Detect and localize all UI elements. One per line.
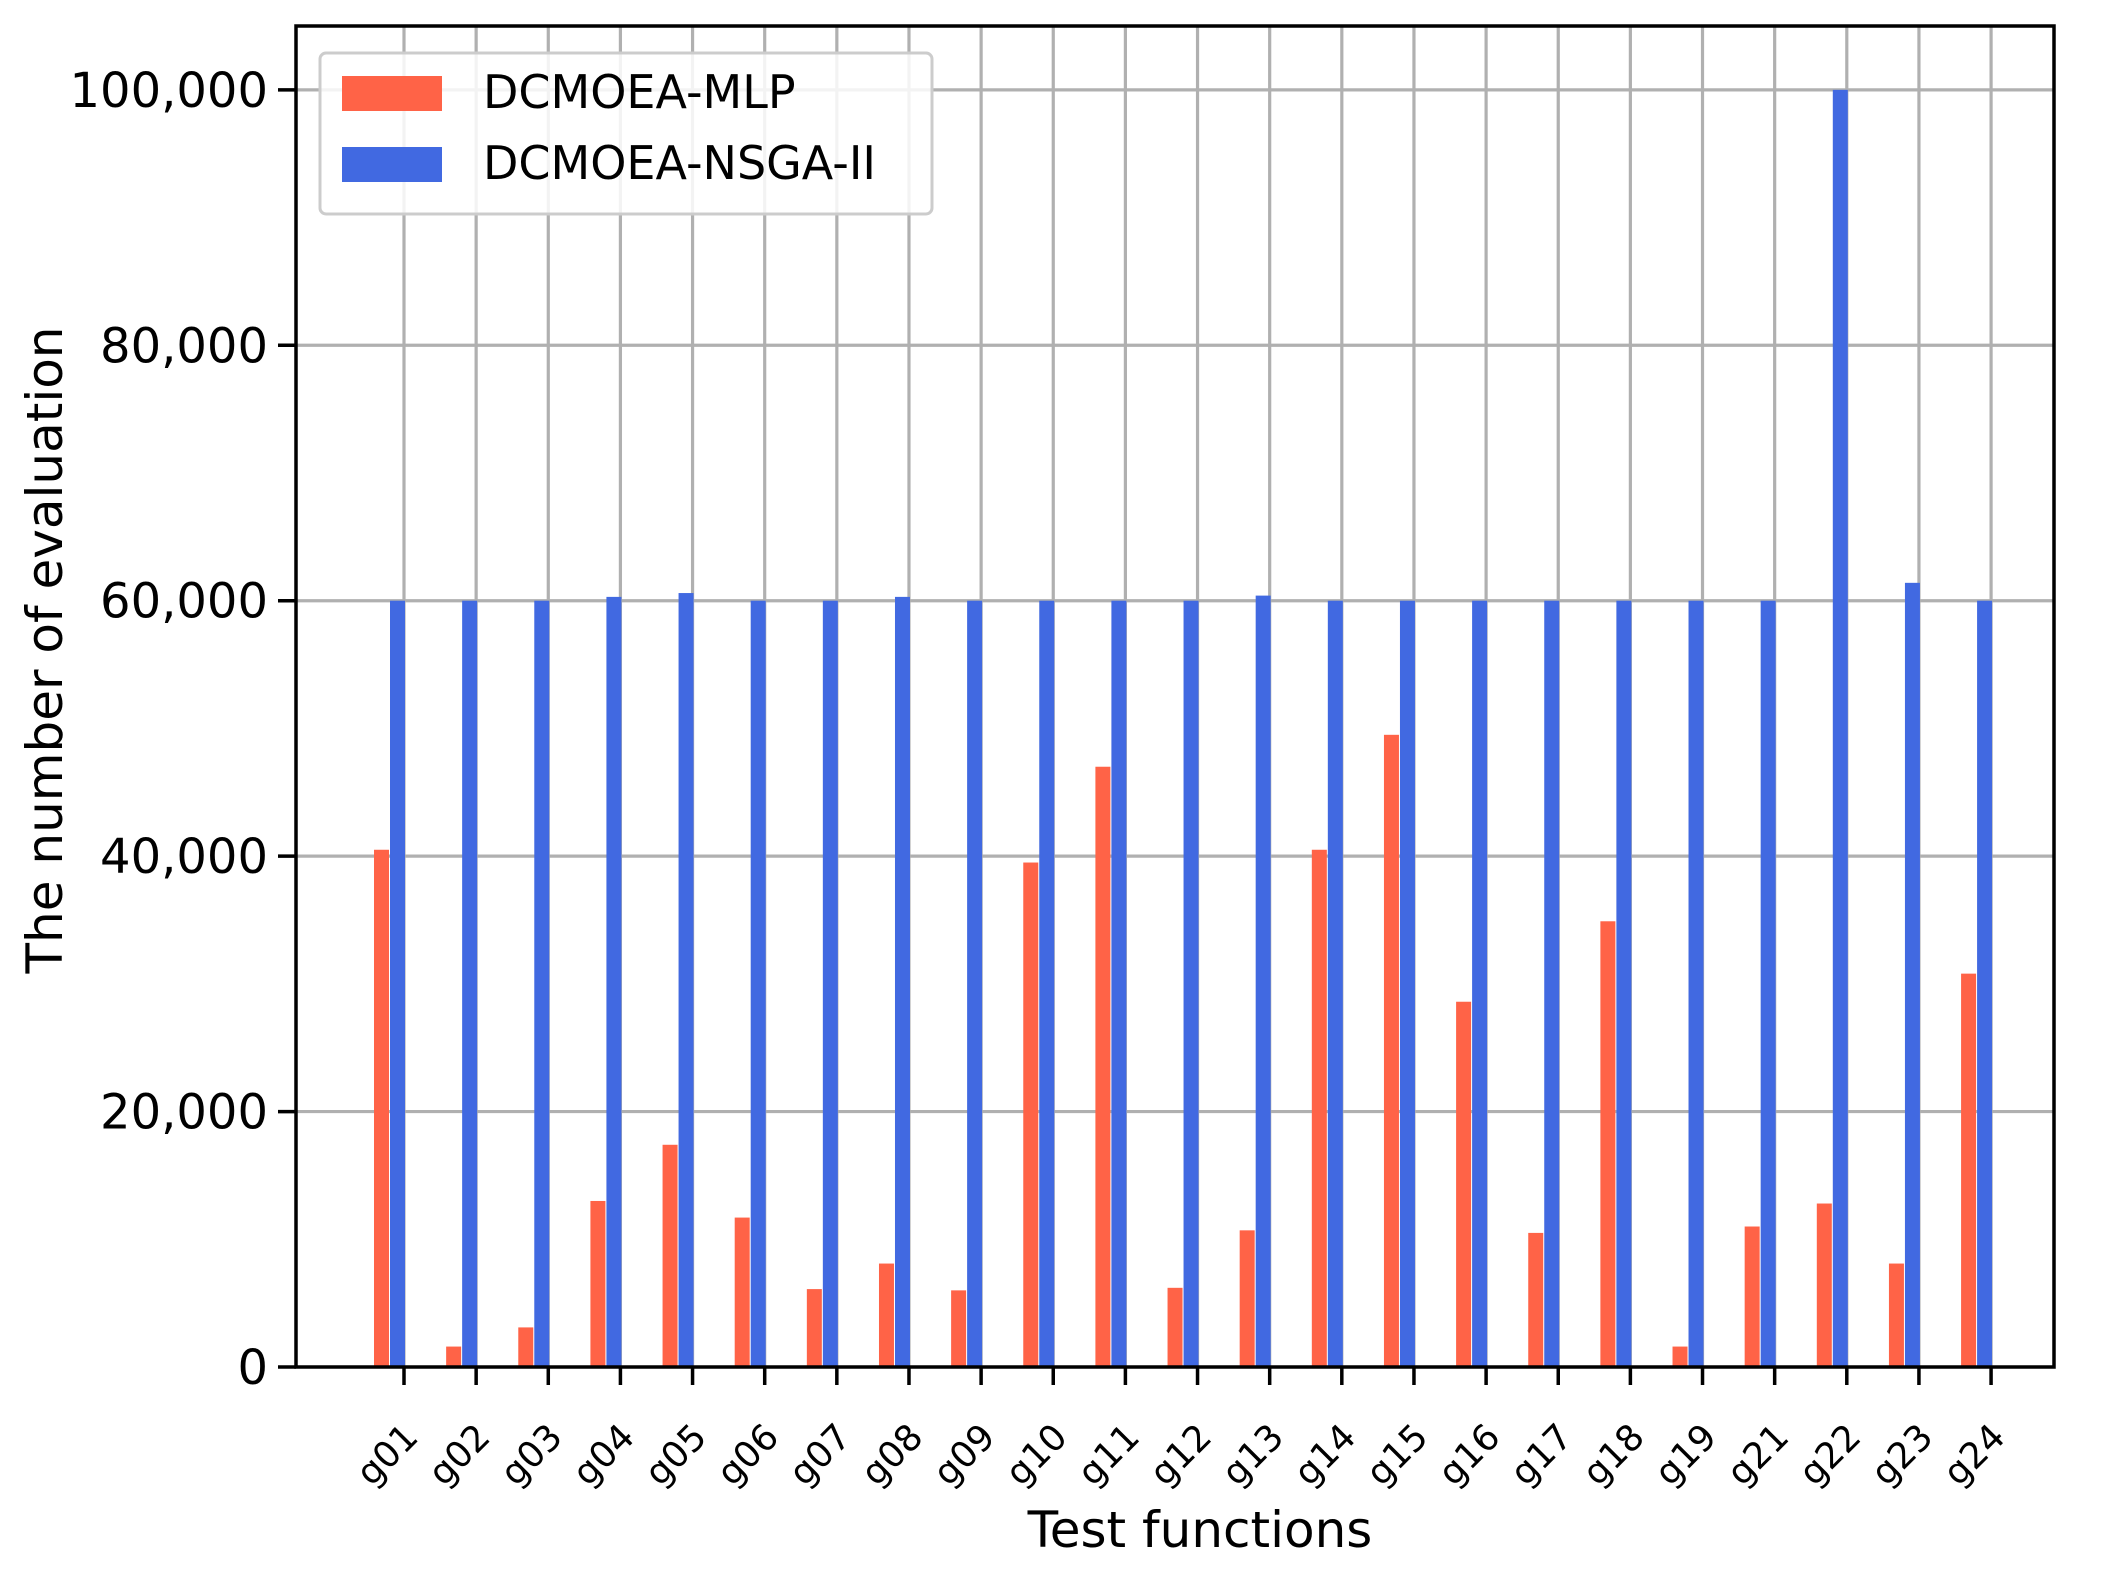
bar-dcmoea-nsga-ii bbox=[1472, 600, 1488, 1367]
bar-dcmoea-mlp bbox=[734, 1217, 750, 1367]
bar-dcmoea-nsga-ii bbox=[1760, 600, 1776, 1367]
bar-dcmoea-mlp bbox=[518, 1327, 534, 1367]
legend-swatch bbox=[342, 76, 442, 111]
y-tick-label: 0 bbox=[237, 1340, 268, 1396]
legend: DCMOEA-MLP DCMOEA-NSGA-II bbox=[318, 51, 934, 216]
bar-dcmoea-mlp bbox=[1239, 1230, 1255, 1367]
bar-dcmoea-mlp bbox=[1744, 1226, 1760, 1367]
bar-dcmoea-nsga-ii bbox=[822, 600, 838, 1367]
bar-dcmoea-mlp bbox=[1456, 1001, 1472, 1367]
bar-dcmoea-nsga-ii bbox=[1832, 89, 1848, 1367]
bar-dcmoea-mlp bbox=[951, 1290, 967, 1367]
y-tick-label: 40,000 bbox=[100, 829, 268, 885]
y-tick-label: 60,000 bbox=[100, 574, 268, 630]
bar-dcmoea-nsga-ii bbox=[1327, 600, 1343, 1367]
x-axis-label: Test functions bbox=[1027, 1501, 1373, 1559]
legend-label: DCMOEA-NSGA-II bbox=[483, 136, 876, 190]
bar-dcmoea-mlp bbox=[1961, 973, 1977, 1367]
bar-dcmoea-mlp bbox=[1095, 766, 1111, 1367]
bar-dcmoea-nsga-ii bbox=[534, 600, 550, 1367]
bar-dcmoea-nsga-ii bbox=[1977, 600, 1993, 1367]
bar-dcmoea-mlp bbox=[1023, 862, 1039, 1367]
bar-dcmoea-nsga-ii bbox=[1544, 600, 1560, 1367]
bar-dcmoea-mlp bbox=[878, 1263, 894, 1367]
bar-dcmoea-mlp bbox=[1816, 1203, 1832, 1367]
bar-dcmoea-mlp bbox=[1600, 921, 1616, 1367]
plot-frame bbox=[294, 24, 2056, 1369]
bar-dcmoea-nsga-ii bbox=[750, 600, 766, 1367]
bar-dcmoea-nsga-ii bbox=[390, 600, 405, 1367]
y-tick-label: 80,000 bbox=[100, 318, 268, 374]
bar-dcmoea-mlp bbox=[1167, 1287, 1183, 1367]
bar-dcmoea-nsga-ii bbox=[1111, 600, 1127, 1367]
y-tick-label: 20,000 bbox=[100, 1085, 268, 1141]
bar-dcmoea-nsga-ii bbox=[967, 600, 983, 1367]
bar-dcmoea-nsga-ii bbox=[1183, 600, 1199, 1367]
bar-dcmoea-nsga-ii bbox=[1399, 600, 1415, 1367]
bar-dcmoea-mlp bbox=[374, 849, 389, 1367]
bar-dcmoea-nsga-ii bbox=[1039, 600, 1055, 1367]
bar-dcmoea-mlp bbox=[446, 1346, 462, 1367]
bar-dcmoea-nsga-ii bbox=[678, 593, 694, 1367]
bar-dcmoea-nsga-ii bbox=[894, 596, 910, 1367]
bar-dcmoea-nsga-ii bbox=[606, 596, 622, 1367]
legend-label: DCMOEA-MLP bbox=[483, 65, 796, 119]
y-axis: 0 20,000 40,000 60,000 80,000 100,000 bbox=[70, 63, 296, 1396]
bar-dcmoea-mlp bbox=[806, 1289, 822, 1367]
bar-dcmoea-mlp bbox=[1383, 734, 1399, 1367]
bar-dcmoea-nsga-ii bbox=[1255, 595, 1271, 1367]
bars bbox=[374, 89, 1993, 1367]
bar-dcmoea-mlp bbox=[1528, 1232, 1544, 1367]
bar-dcmoea-mlp bbox=[1672, 1346, 1688, 1367]
bar-dcmoea-mlp bbox=[662, 1144, 678, 1367]
legend-box bbox=[318, 51, 934, 216]
bar-dcmoea-mlp bbox=[1888, 1263, 1904, 1367]
bar-dcmoea-nsga-ii bbox=[1904, 582, 1920, 1367]
bar-dcmoea-mlp bbox=[1311, 849, 1327, 1367]
legend-swatch bbox=[342, 147, 442, 182]
bar-dcmoea-nsga-ii bbox=[1688, 600, 1704, 1367]
bar-dcmoea-nsga-ii bbox=[462, 600, 478, 1367]
bar-dcmoea-mlp bbox=[590, 1200, 606, 1367]
y-tick-label: 100,000 bbox=[70, 63, 269, 119]
bar-dcmoea-nsga-ii bbox=[1616, 600, 1632, 1367]
y-axis-label: The number of evaluation bbox=[16, 327, 74, 975]
